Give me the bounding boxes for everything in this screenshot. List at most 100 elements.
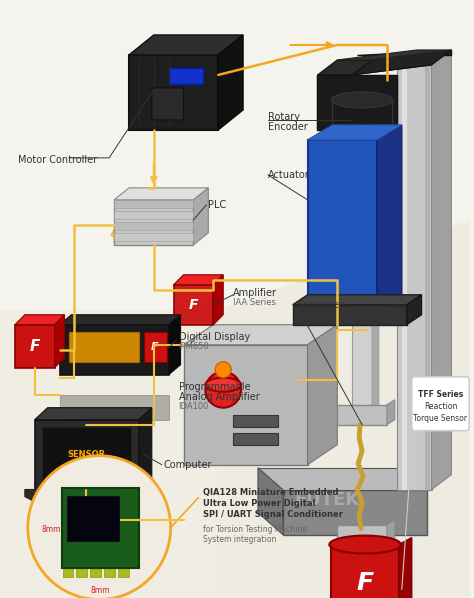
Polygon shape — [183, 325, 337, 344]
Text: Digital Display: Digital Display — [179, 332, 250, 341]
Text: IPM650: IPM650 — [179, 341, 210, 351]
Polygon shape — [318, 60, 372, 75]
Circle shape — [28, 456, 171, 598]
FancyBboxPatch shape — [169, 68, 203, 84]
Polygon shape — [114, 188, 209, 200]
FancyBboxPatch shape — [62, 487, 139, 568]
Polygon shape — [218, 35, 243, 130]
Polygon shape — [114, 211, 193, 219]
FancyBboxPatch shape — [152, 88, 183, 120]
Polygon shape — [35, 408, 152, 420]
Polygon shape — [337, 524, 387, 545]
Polygon shape — [331, 545, 399, 598]
Polygon shape — [173, 285, 213, 325]
Polygon shape — [377, 125, 402, 310]
Circle shape — [205, 372, 241, 408]
Text: QIA128 Miniature Embedded: QIA128 Miniature Embedded — [203, 487, 339, 496]
Polygon shape — [425, 65, 429, 490]
Polygon shape — [183, 344, 308, 465]
Polygon shape — [129, 55, 218, 130]
Text: Motor Controller: Motor Controller — [18, 155, 97, 165]
Polygon shape — [308, 125, 402, 140]
Polygon shape — [144, 332, 167, 362]
Text: 8mm: 8mm — [42, 525, 61, 534]
Polygon shape — [139, 408, 152, 490]
FancyBboxPatch shape — [233, 414, 278, 427]
Text: Specimen: Specimen — [298, 300, 346, 310]
Polygon shape — [60, 325, 169, 375]
Polygon shape — [15, 325, 55, 368]
Polygon shape — [114, 222, 193, 230]
Ellipse shape — [331, 123, 393, 137]
Polygon shape — [173, 275, 223, 285]
Text: SENSOR: SENSOR — [67, 450, 105, 459]
Text: Reaction: Reaction — [424, 402, 457, 411]
Polygon shape — [60, 315, 181, 325]
Polygon shape — [337, 405, 387, 425]
Text: for Torsion Testing Machine: for Torsion Testing Machine — [203, 524, 307, 533]
FancyBboxPatch shape — [42, 427, 131, 481]
Text: F: F — [29, 339, 40, 354]
Text: 8mm: 8mm — [91, 585, 110, 594]
Text: Rotary: Rotary — [268, 112, 300, 122]
Polygon shape — [308, 140, 377, 310]
Polygon shape — [402, 65, 407, 490]
Text: Torque Sensor: Torque Sensor — [413, 414, 467, 423]
Polygon shape — [114, 200, 193, 208]
Polygon shape — [318, 65, 431, 75]
Text: Programmable: Programmable — [179, 382, 250, 392]
FancyBboxPatch shape — [90, 569, 101, 576]
Polygon shape — [258, 468, 283, 535]
FancyBboxPatch shape — [67, 496, 119, 541]
Text: Amplifier: Amplifier — [233, 288, 277, 298]
Text: SPI / UART Signal Conditioner: SPI / UART Signal Conditioner — [203, 509, 343, 518]
FancyBboxPatch shape — [332, 100, 392, 130]
Polygon shape — [399, 538, 412, 598]
Text: F: F — [189, 298, 198, 312]
Text: F: F — [356, 570, 374, 594]
Polygon shape — [55, 315, 64, 368]
FancyBboxPatch shape — [104, 569, 115, 576]
Polygon shape — [114, 233, 193, 241]
Polygon shape — [292, 305, 407, 325]
Polygon shape — [337, 50, 451, 60]
Polygon shape — [387, 399, 395, 425]
Text: Ultra Low Power Digital: Ultra Low Power Digital — [203, 499, 316, 508]
Polygon shape — [60, 395, 169, 420]
FancyBboxPatch shape — [318, 75, 397, 130]
Text: System integration: System integration — [203, 535, 277, 544]
Polygon shape — [387, 520, 395, 545]
Polygon shape — [258, 468, 427, 490]
Text: IDA100: IDA100 — [179, 402, 209, 411]
Text: FUTEK: FUTEK — [295, 490, 360, 509]
FancyBboxPatch shape — [63, 569, 73, 576]
Polygon shape — [431, 50, 451, 490]
Polygon shape — [193, 188, 209, 245]
Polygon shape — [169, 315, 181, 375]
Polygon shape — [397, 65, 431, 490]
Ellipse shape — [329, 536, 401, 554]
Polygon shape — [407, 295, 422, 325]
FancyBboxPatch shape — [70, 332, 139, 362]
Polygon shape — [308, 325, 337, 465]
Circle shape — [215, 362, 231, 378]
Text: F: F — [151, 341, 159, 352]
Polygon shape — [352, 50, 451, 75]
FancyBboxPatch shape — [76, 569, 87, 576]
Text: Encoder: Encoder — [268, 122, 308, 132]
FancyBboxPatch shape — [233, 433, 278, 445]
Polygon shape — [35, 420, 139, 490]
Polygon shape — [129, 35, 243, 55]
FancyBboxPatch shape — [412, 377, 469, 431]
Polygon shape — [25, 490, 159, 498]
Ellipse shape — [331, 536, 399, 554]
Polygon shape — [0, 310, 218, 597]
Polygon shape — [357, 50, 451, 55]
Polygon shape — [372, 320, 379, 410]
Text: Actuator: Actuator — [268, 170, 310, 180]
Ellipse shape — [331, 92, 393, 108]
Text: IAA Series: IAA Series — [233, 298, 276, 307]
Polygon shape — [25, 490, 40, 505]
Text: TFF Series: TFF Series — [418, 390, 463, 399]
Polygon shape — [318, 75, 397, 130]
